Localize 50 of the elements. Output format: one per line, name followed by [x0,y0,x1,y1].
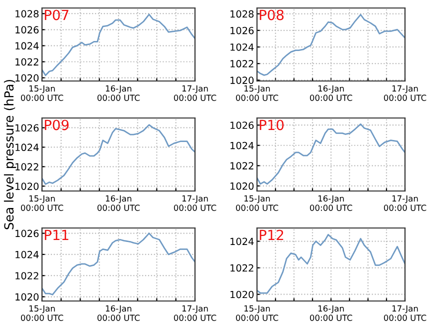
x-tick-label: 16-Jan 00:00 UTC [97,195,140,211]
x-tick-label: 15-Jan 00:00 UTC [20,305,64,321]
y-tick-label: 1026 [16,230,39,238]
chart-title: P10 [260,120,284,130]
y-tick-label: 1024 [230,238,254,246]
x-tick-label: 17-Jan 00:00 UTC [384,305,426,321]
x-tick-label: 17-Jan 00:00 UTC [174,85,216,101]
y-tick-label: 1026 [230,122,254,129]
chart-title: P07 [44,10,68,20]
y-tick-label: 1024 [230,142,254,150]
y-tick-label: 1020 [230,290,254,298]
y-tick-label: 1024 [16,250,39,258]
y-tick-label: 1020 [16,293,39,301]
x-tick-label: 15-Jan 00:00 UTC [236,85,278,101]
x-tick-label: 16-Jan 00:00 UTC [97,305,140,321]
y-tick-label: 1020 [16,182,39,190]
y-tick-label: 1022 [16,58,38,66]
x-tick-label: 17-Jan 00:00 UTC [174,195,216,211]
y-tick-label: 1028 [16,10,39,18]
y-tick-label: 1024 [230,43,254,51]
y-tick-label: 1020 [230,182,254,190]
x-tick-label: 15-Jan 00:00 UTC [20,195,64,211]
chart-title: P12 [260,230,284,240]
y-tick-label: 1020 [230,76,254,84]
x-tick-label: 15-Jan 00:00 UTC [236,195,278,211]
y-tick-label: 1022 [230,60,254,68]
y-tick-label: 1022 [16,163,38,170]
y-tick-label: 1020 [16,74,39,82]
x-tick-label: 16-Jan 00:00 UTC [310,195,352,211]
y-tick-label: 1024 [16,144,39,152]
y-tick-label: 1028 [230,10,254,18]
chart-title: P11 [44,230,68,240]
x-tick-label: 16-Jan 00:00 UTC [310,305,352,321]
chart-title: P09 [44,120,69,130]
x-tick-label: 17-Jan 00:00 UTC [384,195,426,211]
x-tick-label: 15-Jan 00:00 UTC [20,85,64,101]
x-tick-label: 16-Jan 00:00 UTC [310,85,352,101]
y-tick-label: 1026 [230,26,254,34]
y-tick-label: 1022 [230,264,254,272]
y-tick-label: 1024 [16,42,39,50]
x-tick-label: 15-Jan 00:00 UTC [236,305,278,321]
x-tick-label: 17-Jan 00:00 UTC [384,85,426,101]
y-tick-label: 1026 [16,26,39,34]
x-tick-label: 17-Jan 00:00 UTC [174,305,216,321]
chart-title: P08 [260,10,284,20]
y-tick-label: 1026 [16,124,39,132]
y-tick-label: 1022 [230,162,254,170]
x-tick-label: 16-Jan 00:00 UTC [97,85,140,101]
y-axis-title: Sea level pressure (hPa) [4,80,16,230]
y-tick-label: 1022 [16,272,38,280]
